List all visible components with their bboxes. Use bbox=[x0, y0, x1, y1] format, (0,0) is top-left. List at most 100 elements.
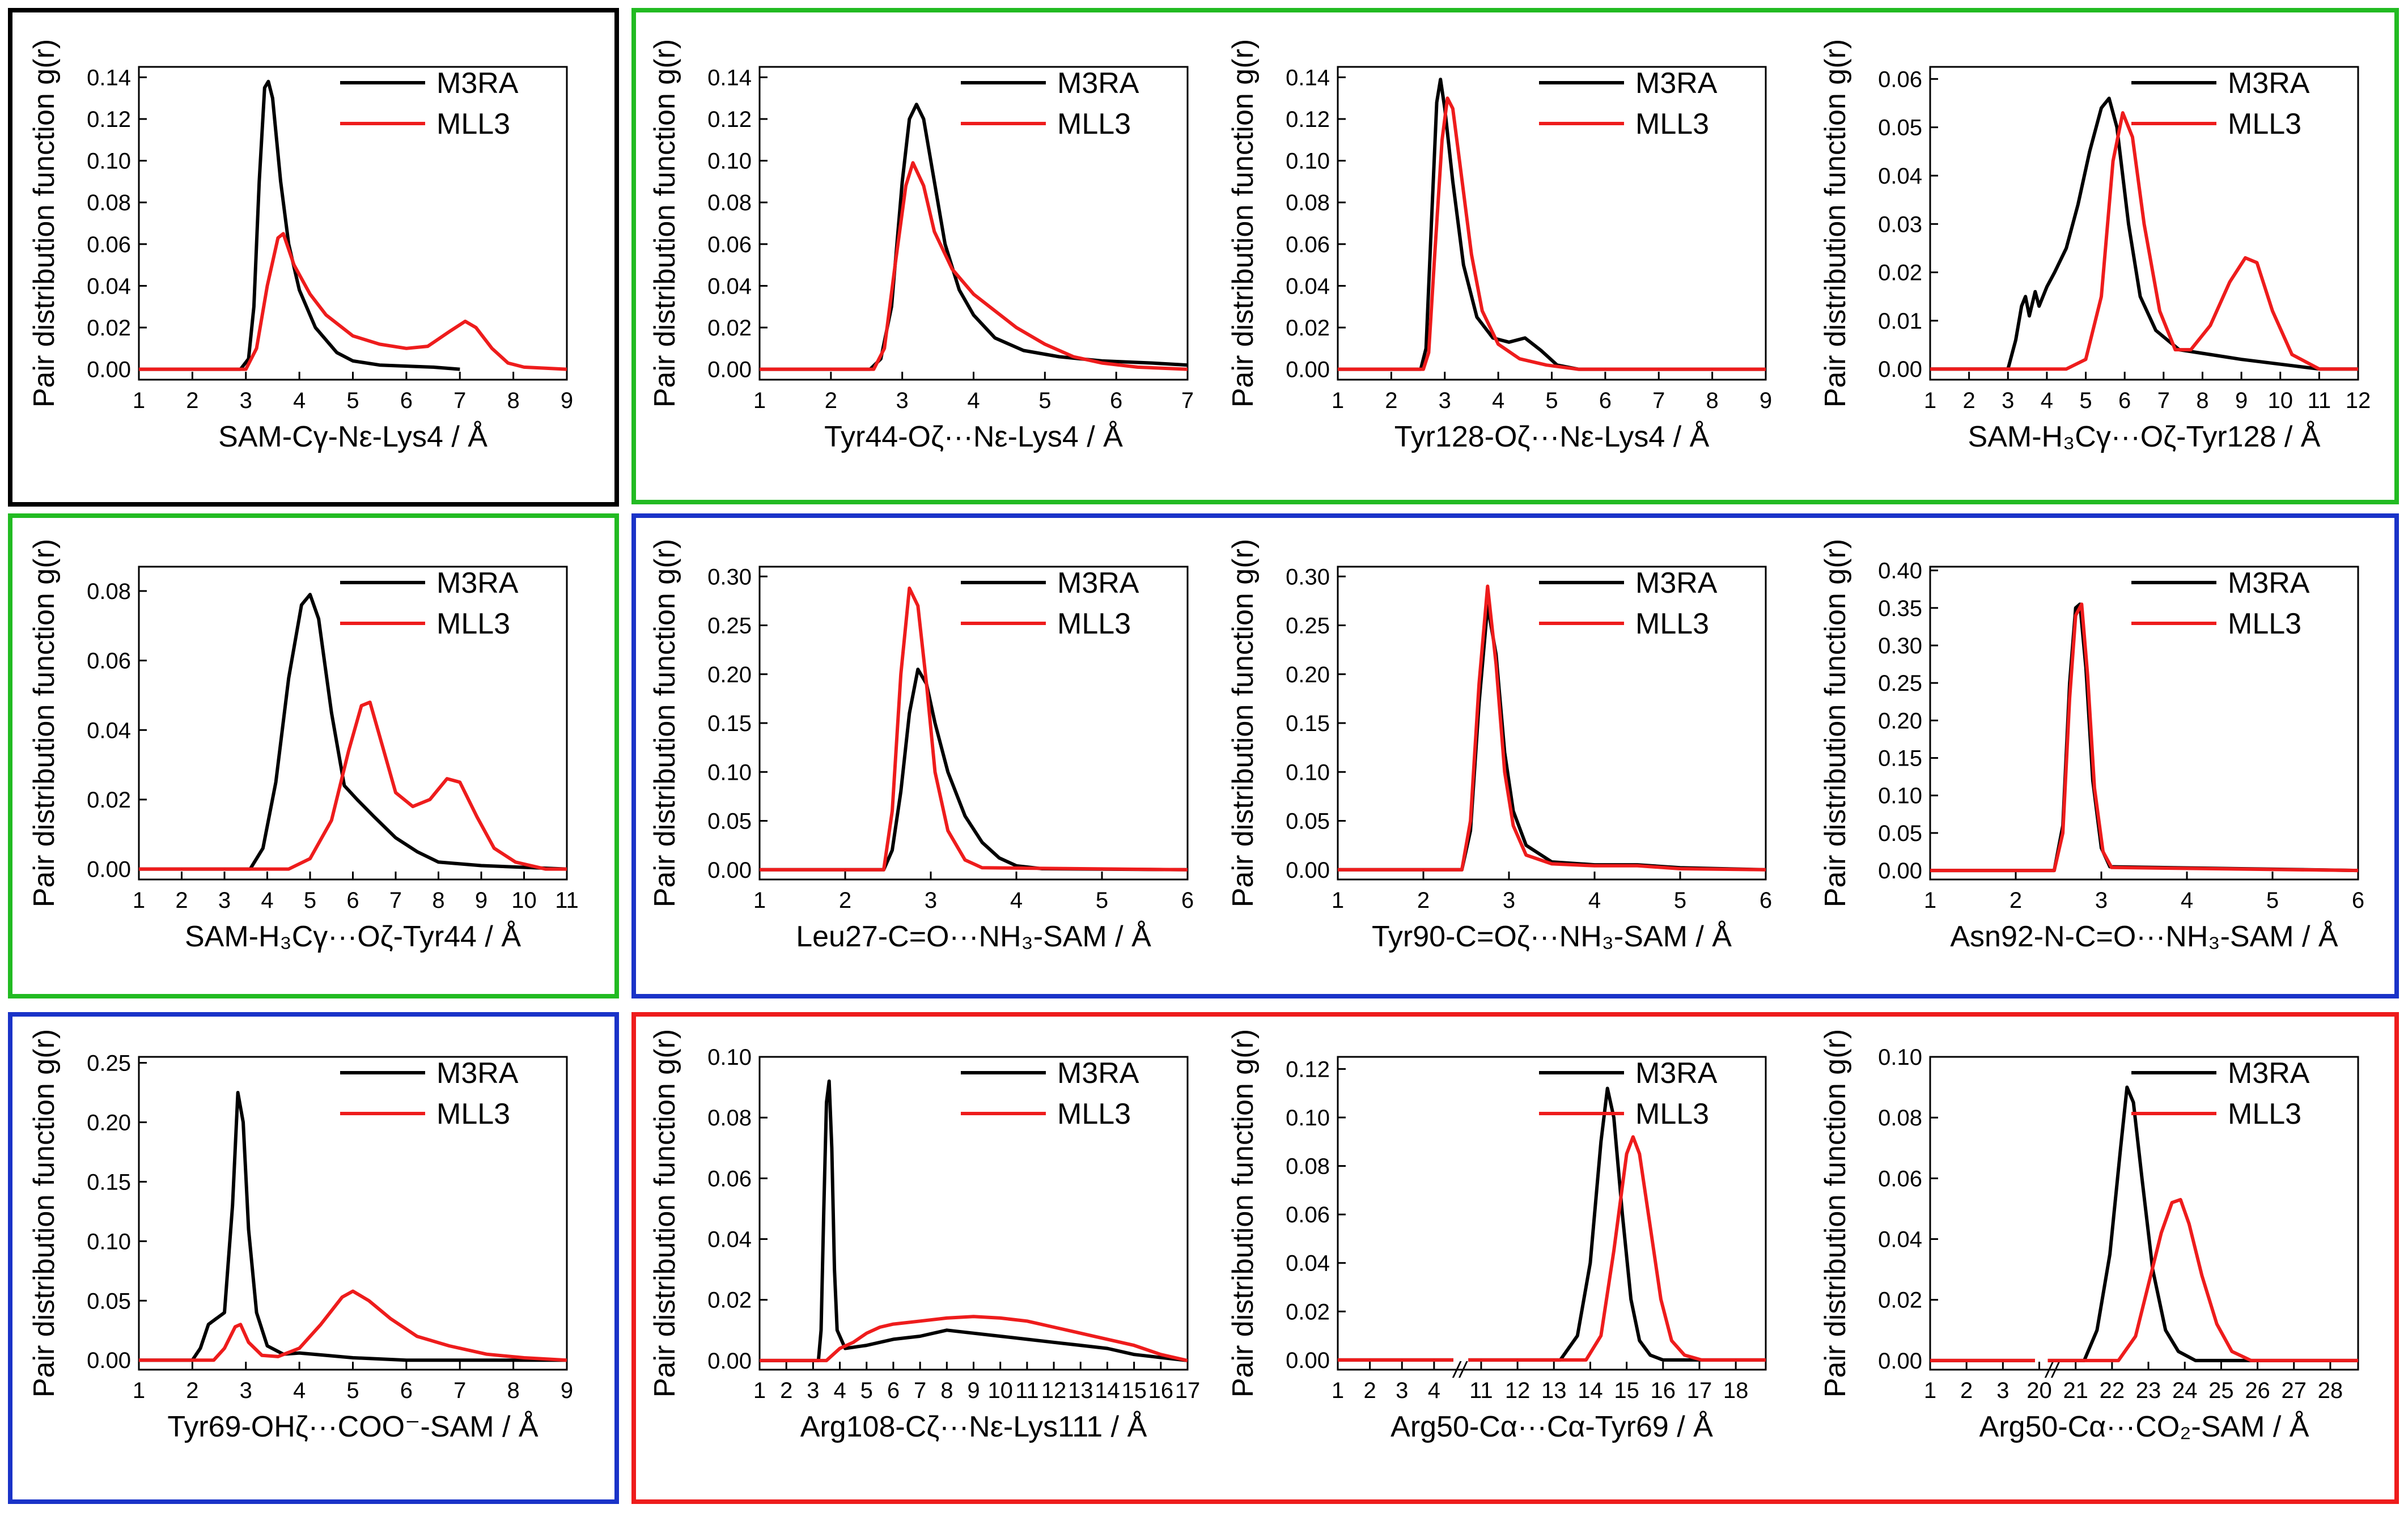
x-tick-label: 2 bbox=[839, 888, 851, 913]
legend-label-mll3: MLL3 bbox=[2228, 108, 2301, 141]
group-frame-black bbox=[8, 8, 619, 507]
x-axis-title: Tyr44-Oζ···Nε-Lys4 / Å bbox=[824, 420, 1123, 453]
y-tick-label: 0.12 bbox=[87, 107, 131, 132]
group-frame-green-top bbox=[631, 8, 2399, 504]
x-axis-title: Arg50-Cα···CO₂-SAM / Å bbox=[1979, 1410, 2309, 1443]
y-tick-label: 0.25 bbox=[87, 1051, 131, 1076]
x-tick-label: 3 bbox=[2002, 388, 2014, 413]
legend-label-m3ra: M3RA bbox=[1057, 567, 1139, 600]
x-tick-label: 10 bbox=[2267, 388, 2293, 413]
x-tick-label: 5 bbox=[1038, 388, 1051, 413]
y-tick-label: 0.00 bbox=[707, 858, 752, 883]
x-tick-label: 1 bbox=[1924, 1378, 1936, 1403]
y-tick-label: 0.10 bbox=[1286, 760, 1330, 785]
legend-label-mll3: MLL3 bbox=[2228, 607, 2301, 640]
y-tick-label: 0.25 bbox=[707, 614, 752, 639]
y-tick-label: 0.05 bbox=[707, 809, 752, 834]
y-tick-label: 0.05 bbox=[1878, 821, 1922, 846]
y-tick-label: 0.10 bbox=[1878, 1045, 1922, 1070]
y-tick-label: 0.10 bbox=[1878, 784, 1922, 809]
x-tick-label: 4 bbox=[967, 388, 980, 413]
y-axis-title: Pair distribution function g(r) bbox=[1819, 539, 1852, 907]
x-tick-label: 3 bbox=[240, 388, 252, 413]
chart-panel-2: 1 2 3 4 5 6 7 0.00 0.02 0.04 0.06 0.08 0.10 0.12 0.14 T… bbox=[648, 39, 1194, 453]
x-tick-label: 4 bbox=[2041, 388, 2053, 413]
y-tick-label: 0.08 bbox=[1286, 190, 1330, 215]
chart-panel-6: 1 2 3 4 5 6 0.00 0.05 0.10 0.15 0.20 0.25 0.30 Leu27-… bbox=[648, 539, 1194, 953]
series-line-mll3 bbox=[139, 232, 567, 371]
y-tick-label: 0.14 bbox=[87, 65, 131, 90]
axis-break-marker: // bbox=[1452, 1358, 1468, 1383]
series-line-mll3 bbox=[139, 700, 567, 871]
x-tick-label: 15 bbox=[1614, 1378, 1639, 1403]
y-axis-title: Pair distribution function g(r) bbox=[648, 1029, 681, 1397]
x-tick-label: 11 bbox=[555, 888, 579, 913]
x-tick-label: 8 bbox=[507, 388, 520, 413]
y-tick-label: 0.04 bbox=[707, 1227, 752, 1252]
x-tick-label: 18 bbox=[1723, 1378, 1749, 1403]
legend-label-mll3: MLL3 bbox=[436, 607, 510, 640]
plot-area-frame bbox=[1929, 1056, 2359, 1371]
x-axis-title: Tyr128-Oζ···Nε-Lys4 / Å bbox=[1394, 420, 1710, 453]
x-tick-label: 10 bbox=[987, 1378, 1013, 1403]
y-tick-label: 0.15 bbox=[87, 1170, 131, 1195]
series-line-m3ra bbox=[139, 1091, 567, 1362]
legend-label-m3ra: M3RA bbox=[1635, 1057, 1718, 1090]
chart-panel-12: 1 2 3 20 21 22 23 24 25 26 27 280.000.020.040.060.0… bbox=[1819, 1029, 2359, 1443]
y-tick-label: 0.06 bbox=[707, 1166, 752, 1191]
y-tick-label: 0.01 bbox=[1878, 309, 1922, 334]
series-line-m3ra bbox=[139, 79, 460, 371]
x-tick-label: 17 bbox=[1175, 1378, 1201, 1403]
y-tick-label: 0.15 bbox=[1286, 711, 1330, 736]
y-tick-label: 0.12 bbox=[707, 107, 752, 132]
series-line-mll3 bbox=[760, 161, 1188, 371]
legend-label-mll3: MLL3 bbox=[436, 108, 510, 141]
chart-panel-8: 1 2 3 4 5 6 0.00 0.05 0.10 0.15 0.20 0.25 0.30 0.35 0.… bbox=[1819, 539, 2364, 953]
y-tick-label: 0.20 bbox=[1286, 662, 1330, 687]
series-line-m3ra bbox=[760, 103, 1188, 371]
y-tick-label: 0.10 bbox=[87, 1229, 131, 1254]
legend-label-m3ra: M3RA bbox=[1057, 67, 1139, 100]
x-tick-label: 6 bbox=[887, 1378, 900, 1403]
x-tick-label: 5 bbox=[1545, 388, 1558, 413]
x-tick-label: 6 bbox=[400, 1378, 413, 1403]
y-tick-label: 0.06 bbox=[1286, 232, 1330, 257]
series-line-mll3 bbox=[1930, 1197, 2358, 1362]
x-tick-label: 20 bbox=[2027, 1378, 2052, 1403]
y-tick-label: 0.10 bbox=[1286, 1106, 1330, 1131]
y-tick-label: 0.02 bbox=[707, 316, 752, 341]
x-tick-label: 4 bbox=[261, 888, 273, 913]
x-tick-label: 1 bbox=[753, 888, 766, 913]
x-tick-label: 6 bbox=[346, 888, 359, 913]
x-tick-label: 2 bbox=[186, 388, 198, 413]
chart-panel-7: 1 2 3 4 5 6 0.00 0.05 0.10 0.15 0.20 0.25 0.30 Tyr90-… bbox=[1227, 539, 1772, 953]
x-tick-label: 9 bbox=[1760, 388, 1772, 413]
y-tick-label: 0.30 bbox=[1878, 634, 1922, 658]
x-tick-label: 8 bbox=[507, 1378, 520, 1403]
legend-label-m3ra: M3RA bbox=[2228, 1057, 2310, 1090]
legend-label-m3ra: M3RA bbox=[436, 67, 519, 100]
x-tick-label: 3 bbox=[1996, 1378, 2009, 1403]
y-axis-title: Pair distribution function g(r) bbox=[1227, 39, 1260, 407]
x-tick-label: 4 bbox=[833, 1378, 846, 1403]
y-tick-label: 0.04 bbox=[1878, 164, 1922, 189]
y-tick-label: 0.02 bbox=[707, 1288, 752, 1313]
group-frame-blue-middle bbox=[631, 513, 2399, 998]
x-tick-label: 8 bbox=[2196, 388, 2208, 413]
y-tick-label: 0.20 bbox=[87, 1110, 131, 1135]
y-tick-label: 0.00 bbox=[87, 358, 131, 383]
series-line-mll3 bbox=[1930, 602, 2358, 873]
x-tick-label: 5 bbox=[1096, 888, 1108, 913]
x-tick-label: 3 bbox=[240, 1378, 252, 1403]
y-tick-label: 0.02 bbox=[87, 316, 131, 341]
x-tick-label: 1 bbox=[753, 1378, 766, 1403]
x-tick-label: 4 bbox=[1010, 888, 1023, 913]
x-tick-label: 26 bbox=[2245, 1378, 2270, 1403]
x-tick-label: 5 bbox=[2266, 888, 2279, 913]
legend-label-mll3: MLL3 bbox=[1057, 1098, 1131, 1131]
y-axis-title: Pair distribution function g(r) bbox=[28, 1029, 61, 1397]
y-tick-label: 0.00 bbox=[1286, 358, 1330, 383]
x-tick-label: 21 bbox=[2063, 1378, 2088, 1403]
y-tick-label: 0.04 bbox=[1878, 1227, 1922, 1252]
series-line-mll3 bbox=[760, 587, 1188, 872]
